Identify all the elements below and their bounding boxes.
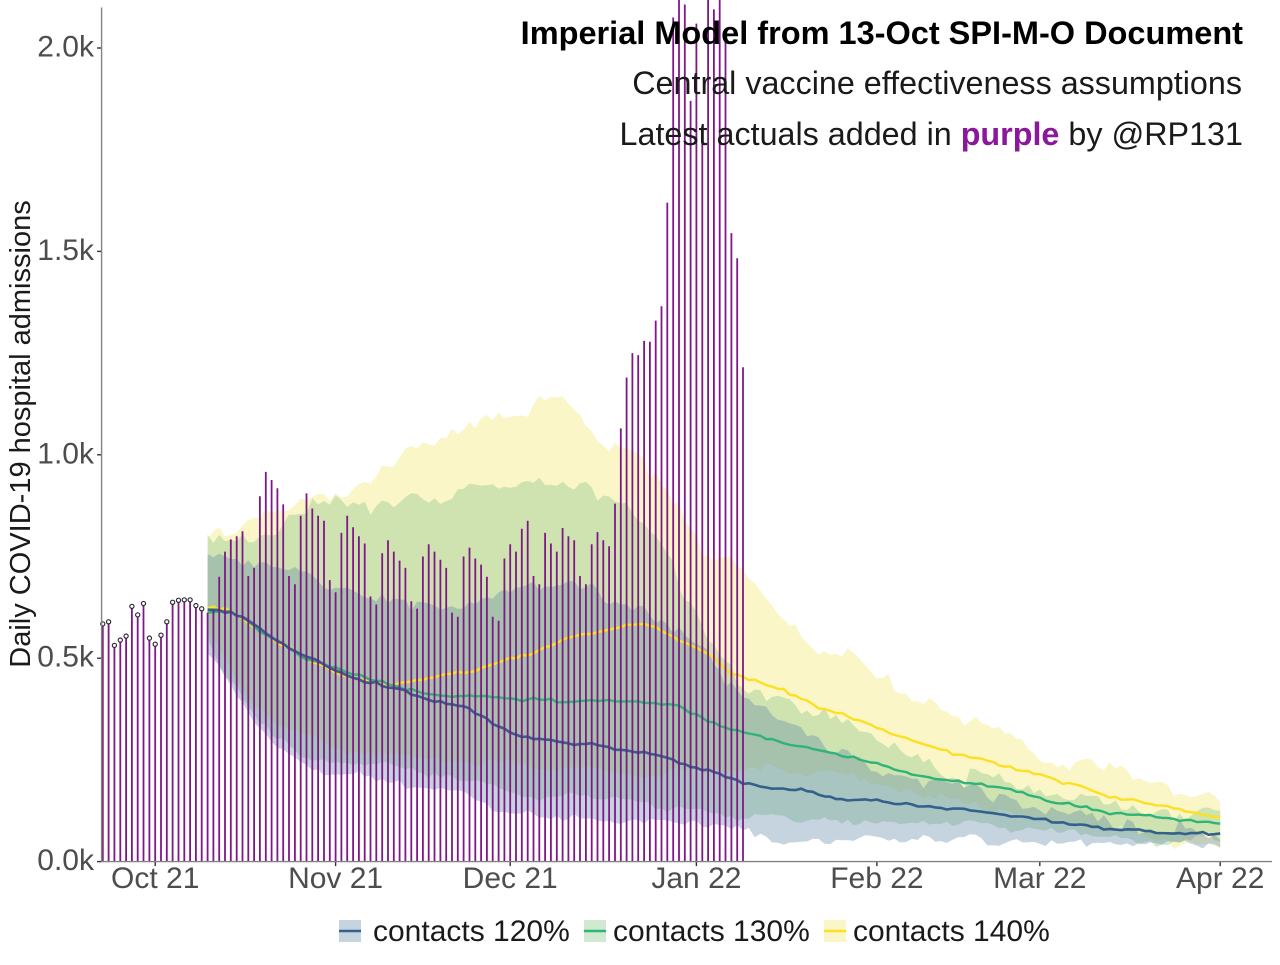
svg-text:1.5k: 1.5k <box>37 234 95 267</box>
svg-text:0.0k: 0.0k <box>37 844 95 877</box>
svg-text:0.5k: 0.5k <box>37 641 95 674</box>
svg-text:Imperial Model from 13-Oct SPI: Imperial Model from 13-Oct SPI-M-O Docum… <box>521 15 1243 51</box>
svg-text:Central vaccine effectiveness: Central vaccine effectiveness assumption… <box>632 65 1242 101</box>
svg-text:Latest actuals added in purple: Latest actuals added in purple by @RP131 <box>620 116 1243 152</box>
svg-text:Jan 22: Jan 22 <box>651 862 741 895</box>
svg-text:Feb 22: Feb 22 <box>830 862 923 895</box>
svg-text:contacts 130%: contacts 130% <box>613 915 810 948</box>
svg-text:2.0k: 2.0k <box>37 31 95 64</box>
svg-text:contacts 140%: contacts 140% <box>853 915 1050 948</box>
svg-text:Nov 21: Nov 21 <box>288 862 383 895</box>
svg-text:Mar 22: Mar 22 <box>993 862 1086 895</box>
svg-text:Apr 22: Apr 22 <box>1176 862 1264 895</box>
svg-text:Dec 21: Dec 21 <box>463 862 558 895</box>
svg-text:1.0k: 1.0k <box>37 437 95 470</box>
svg-text:Daily COVID-19 hospital admiss: Daily COVID-19 hospital admissions <box>5 200 37 667</box>
svg-text:Oct 21: Oct 21 <box>111 862 199 895</box>
svg-text:contacts 120%: contacts 120% <box>373 915 570 948</box>
